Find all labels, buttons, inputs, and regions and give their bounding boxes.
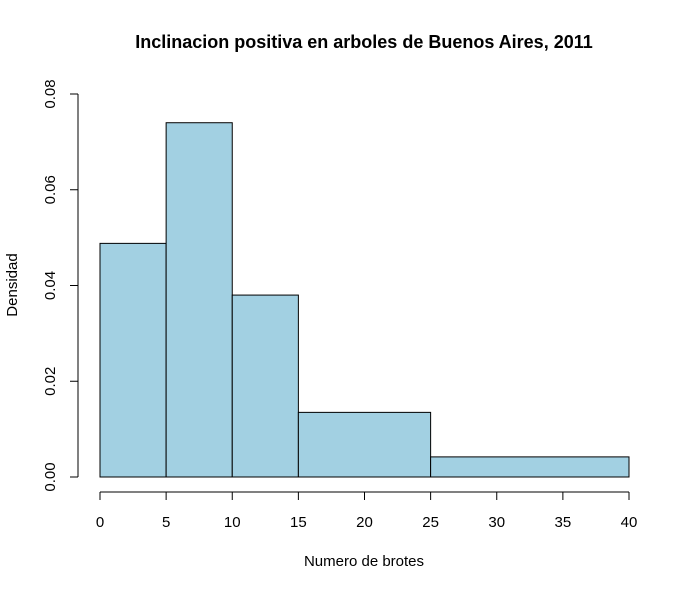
x-axis: 0 5 10 15 20 25 30 35 40 bbox=[96, 491, 638, 531]
y-tick-label: 0.00 bbox=[42, 462, 59, 491]
y-tick-label: 0.08 bbox=[42, 79, 59, 108]
histogram-bar-1 bbox=[99, 242, 167, 478]
histogram-bar-3 bbox=[231, 294, 299, 478]
x-tick-label: 40 bbox=[621, 514, 638, 531]
histogram-bar-4 bbox=[297, 411, 432, 478]
y-tick-label: 0.04 bbox=[42, 271, 59, 300]
y-axis: 0.00 0.02 0.04 0.06 0.08 bbox=[42, 79, 79, 492]
histogram-bar-2 bbox=[165, 122, 233, 478]
histogram-bar-5 bbox=[430, 456, 630, 478]
x-tick-label: 5 bbox=[162, 514, 170, 531]
x-tick-label: 15 bbox=[290, 514, 307, 531]
x-tick-label: 0 bbox=[96, 514, 104, 531]
y-axis-title: Densidad bbox=[4, 253, 21, 316]
chart-title: Inclinacion positiva en arboles de Bueno… bbox=[135, 32, 593, 52]
x-tick-label: 30 bbox=[488, 514, 505, 531]
x-tick-label: 25 bbox=[422, 514, 439, 531]
x-axis-title: Numero de brotes bbox=[304, 553, 424, 570]
x-tick-label: 10 bbox=[224, 514, 241, 531]
x-tick-label: 35 bbox=[555, 514, 572, 531]
y-tick-label: 0.06 bbox=[42, 175, 59, 204]
histogram-bars bbox=[99, 122, 630, 478]
x-tick-label: 20 bbox=[356, 514, 373, 531]
y-tick-label: 0.02 bbox=[42, 367, 59, 396]
